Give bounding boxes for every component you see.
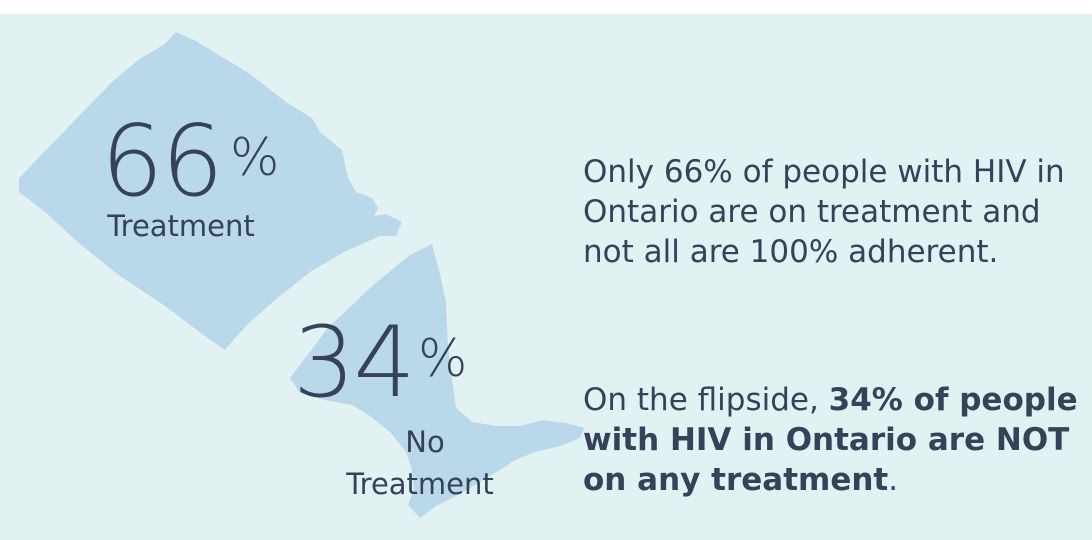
treatment-label: Treatment — [107, 209, 255, 243]
no-treatment-summary-text: On the flipside, 34% of people with HIV … — [583, 380, 1088, 500]
treatment-percent-symbol: % — [230, 128, 280, 188]
no-treatment-label-line1: No — [405, 425, 445, 459]
no-treatment-summary-prefix: On the flipside, — [583, 382, 829, 418]
no-treatment-percent-value: 34 — [293, 306, 416, 420]
no-treatment-percent-symbol: % — [418, 329, 468, 389]
northern-ontario-region — [19, 32, 402, 350]
southern-ontario-region — [290, 244, 584, 518]
treatment-summary-text: Only 66% of people with HIV in Ontario a… — [583, 154, 1065, 270]
no-treatment-summary-suffix: . — [888, 462, 899, 498]
no-treatment-label-line2: Treatment — [346, 467, 494, 501]
no-treatment-summary-emphasis: 34% of people with HIV in Ontario are NO… — [583, 382, 1078, 498]
treatment-percent-value: 66 — [101, 105, 224, 219]
